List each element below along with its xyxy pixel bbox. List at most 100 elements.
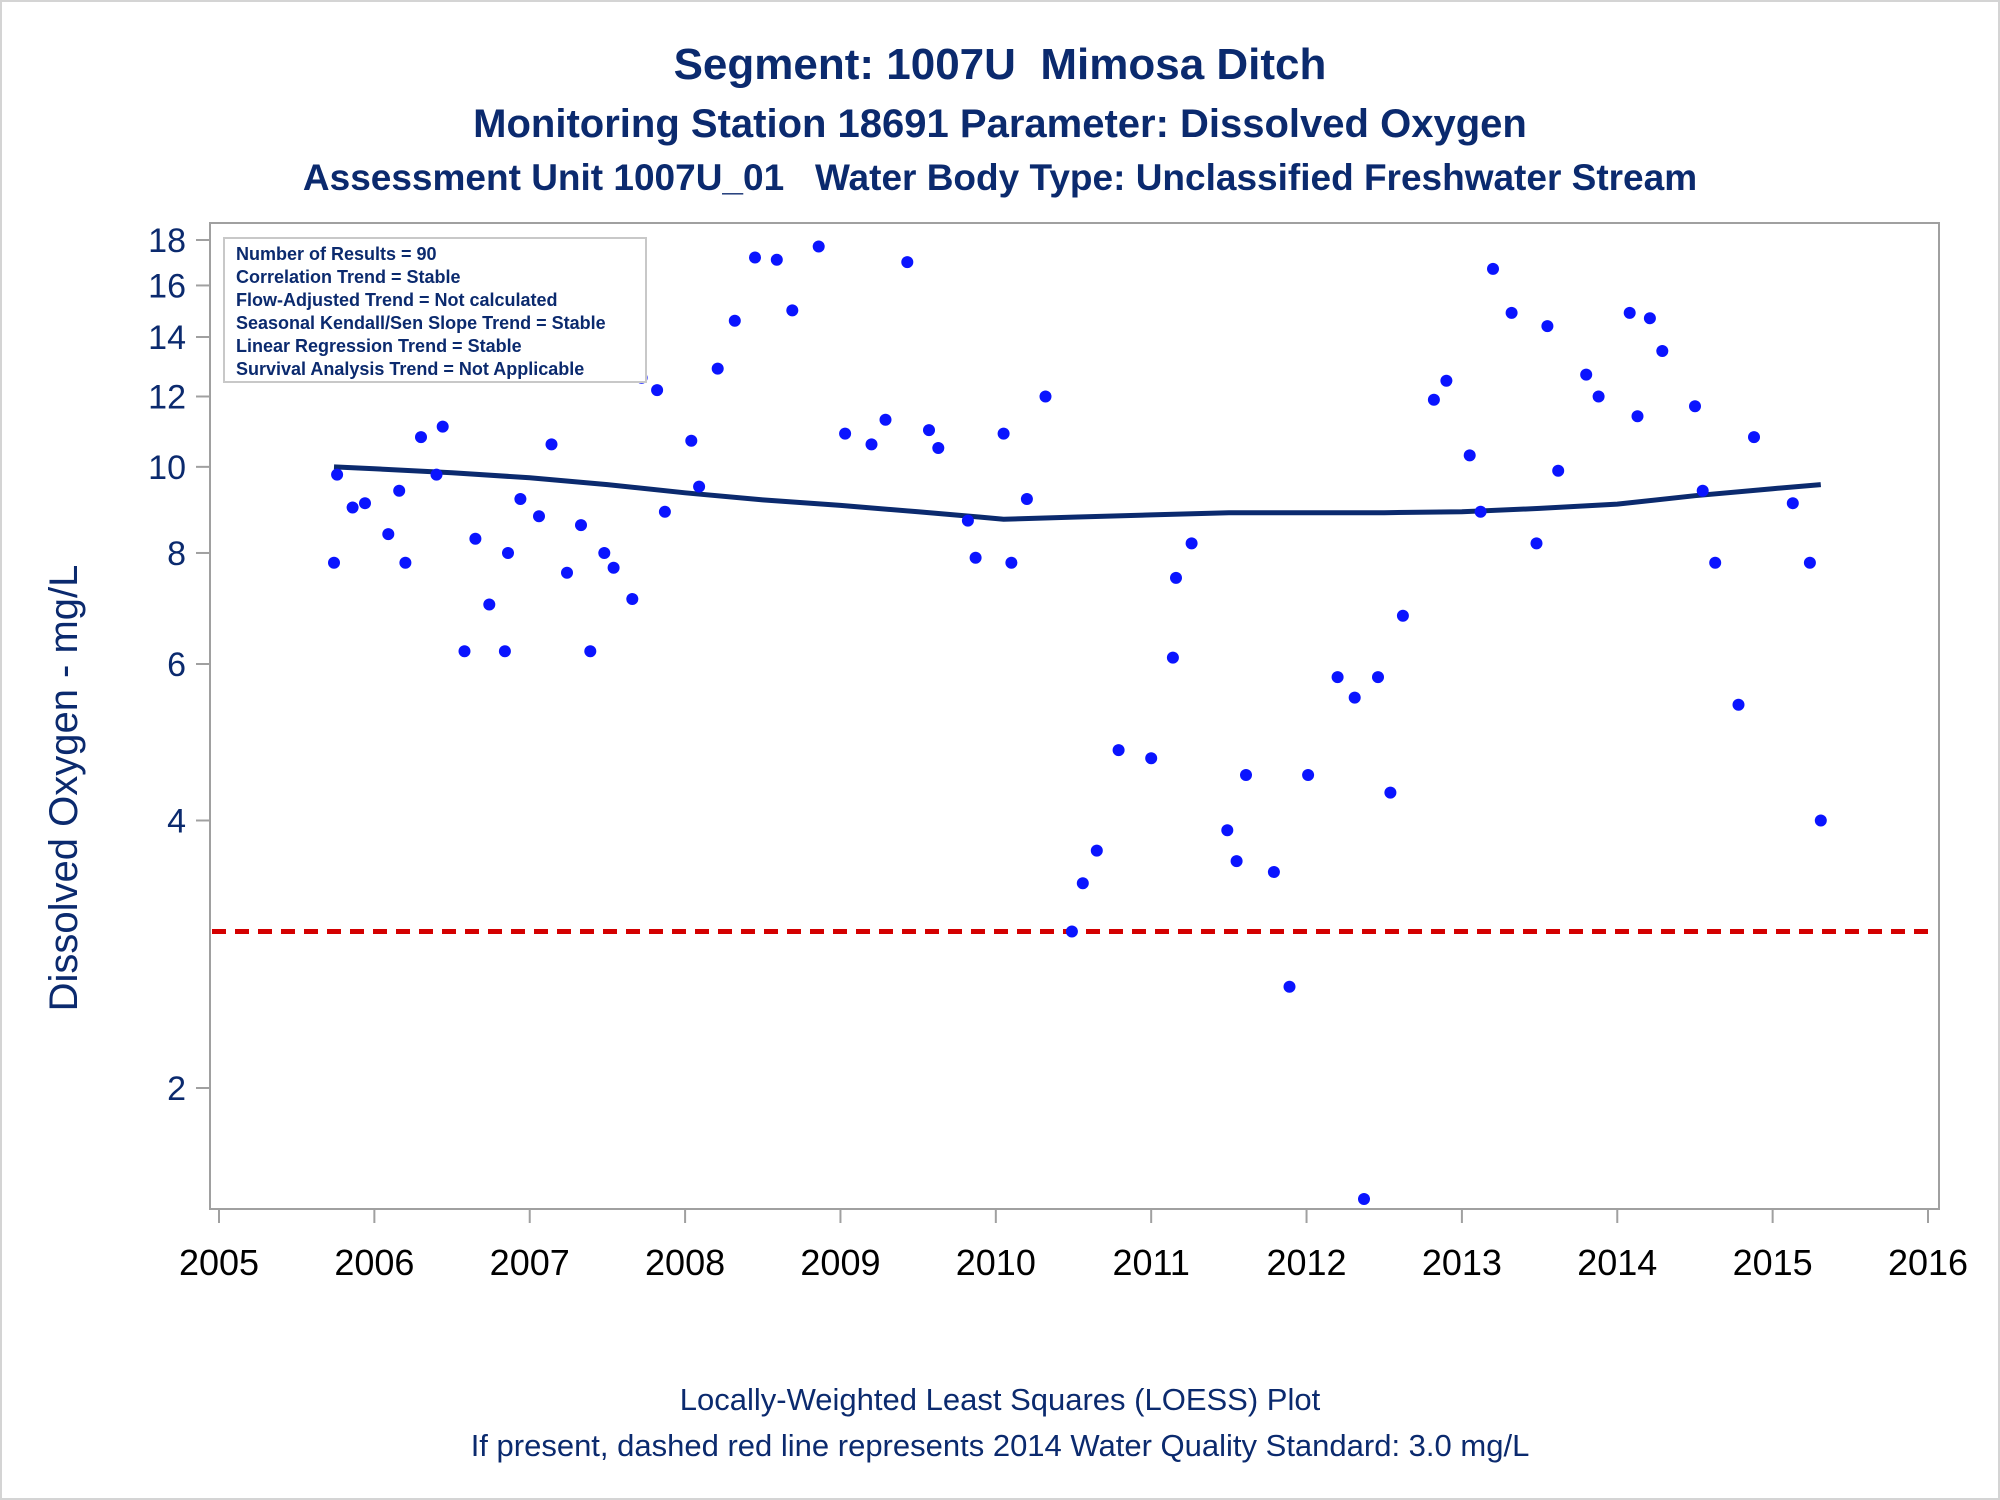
data-point bbox=[1709, 556, 1722, 569]
data-point bbox=[415, 431, 427, 444]
chart-subtitle-assessment: Assessment Unit 1007U_01 Water Body Type… bbox=[302, 157, 1698, 198]
stats-box-border bbox=[223, 237, 647, 383]
data-point bbox=[1076, 877, 1089, 890]
data-point bbox=[514, 493, 527, 505]
data-point bbox=[749, 251, 761, 264]
data-point bbox=[598, 547, 611, 559]
data-point bbox=[1505, 306, 1518, 319]
data-point bbox=[359, 497, 371, 510]
x-tick-label: 2012 bbox=[1266, 1242, 1346, 1283]
data-point bbox=[812, 240, 825, 253]
data-point bbox=[901, 256, 914, 269]
data-point bbox=[1372, 671, 1384, 684]
data-point bbox=[458, 645, 471, 658]
data-point bbox=[393, 484, 406, 497]
data-point bbox=[1427, 393, 1440, 406]
footnote-plot-type: Locally-Weighted Least Squares (LOESS) P… bbox=[679, 1382, 1321, 1417]
data-point bbox=[561, 566, 573, 579]
plot-area bbox=[209, 222, 1940, 1210]
data-point bbox=[969, 551, 982, 564]
x-tick-label: 2014 bbox=[1577, 1242, 1657, 1283]
x-tick-label: 2011 bbox=[1112, 1242, 1189, 1283]
y-tick-label: 14 bbox=[148, 319, 186, 357]
data-point bbox=[331, 468, 344, 481]
stats-line: Seasonal Kendall/Sen Slope Trend = Stabl… bbox=[236, 313, 606, 333]
data-point bbox=[1020, 493, 1033, 505]
data-point bbox=[1065, 925, 1078, 938]
data-point bbox=[1331, 671, 1344, 684]
data-point bbox=[399, 556, 412, 569]
stats-line: Correlation Trend = Stable bbox=[236, 267, 461, 287]
y-tick-label: 2 bbox=[167, 1070, 186, 1108]
data-point bbox=[1166, 651, 1179, 664]
x-tick-label: 2016 bbox=[1888, 1242, 1968, 1283]
data-point bbox=[932, 442, 945, 454]
data-point bbox=[1748, 431, 1760, 444]
data-point bbox=[839, 427, 852, 440]
stats-line: Linear Regression Trend = Stable bbox=[236, 336, 522, 356]
data-point bbox=[711, 362, 724, 375]
y-tick-label: 18 bbox=[148, 222, 186, 260]
data-point bbox=[607, 561, 620, 574]
stats-line: Number of Results = 90 bbox=[236, 244, 437, 264]
footnote-standard: If present, dashed red line represents 2… bbox=[470, 1428, 1530, 1463]
data-point bbox=[1240, 769, 1252, 781]
x-tick-label: 2015 bbox=[1733, 1242, 1813, 1283]
data-point bbox=[1732, 698, 1745, 711]
y-tick-label: 4 bbox=[167, 802, 186, 840]
x-tick-label: 2010 bbox=[956, 1242, 1036, 1283]
y-tick-label: 16 bbox=[148, 267, 186, 305]
data-point bbox=[1039, 390, 1052, 403]
chart-subtitle-station: Monitoring Station 18691 Parameter: Diss… bbox=[473, 102, 1527, 146]
data-point bbox=[770, 253, 783, 266]
data-point bbox=[1348, 691, 1361, 704]
chart-title: Segment: 1007U Mimosa Ditch bbox=[673, 40, 1327, 89]
data-point bbox=[1396, 609, 1409, 622]
data-point bbox=[961, 514, 974, 527]
data-point bbox=[1656, 345, 1669, 357]
data-point bbox=[1283, 980, 1296, 993]
data-point bbox=[1145, 752, 1158, 765]
data-point bbox=[1185, 537, 1198, 550]
data-point bbox=[1090, 844, 1103, 857]
data-point bbox=[1530, 537, 1543, 550]
data-point bbox=[1440, 374, 1453, 387]
y-tick-label: 6 bbox=[167, 646, 186, 684]
stats-line: Survival Analysis Trend = Not Applicable bbox=[236, 359, 584, 379]
data-point bbox=[1643, 312, 1656, 325]
data-point bbox=[545, 438, 558, 451]
data-point bbox=[533, 510, 545, 523]
data-point bbox=[651, 384, 664, 397]
data-point bbox=[728, 314, 741, 327]
data-point bbox=[1786, 497, 1799, 510]
data-point bbox=[786, 304, 799, 317]
data-point bbox=[658, 505, 671, 518]
x-axis: 2005 2006 2007 2008 2009 2010 2011 2012 2013 2014… bbox=[179, 1209, 1968, 1283]
x-tick-label: 2008 bbox=[645, 1242, 725, 1283]
data-point bbox=[1696, 484, 1709, 497]
data-points bbox=[328, 240, 1827, 1205]
data-point bbox=[1814, 814, 1827, 827]
x-tick-label: 2009 bbox=[800, 1242, 880, 1283]
x-tick-label: 2007 bbox=[490, 1242, 570, 1283]
data-point bbox=[1474, 505, 1487, 518]
data-point bbox=[382, 528, 395, 541]
data-point bbox=[865, 438, 878, 451]
data-point bbox=[502, 547, 514, 559]
data-point bbox=[1005, 556, 1018, 569]
data-point bbox=[1623, 306, 1636, 319]
data-point bbox=[1170, 571, 1182, 584]
data-point bbox=[430, 468, 443, 481]
data-point bbox=[584, 645, 597, 658]
data-point bbox=[1580, 368, 1593, 381]
data-point bbox=[1689, 400, 1701, 413]
y-tick-label: 12 bbox=[148, 378, 186, 416]
data-point bbox=[1384, 786, 1397, 799]
loess-curve bbox=[333, 464, 1822, 522]
data-point bbox=[1302, 769, 1315, 781]
data-point bbox=[1221, 824, 1234, 837]
y-axis-label: Dissolved Oxygen - mg/L bbox=[42, 565, 86, 1012]
data-point bbox=[328, 556, 340, 569]
data-point bbox=[1463, 449, 1476, 462]
data-point bbox=[346, 501, 359, 514]
